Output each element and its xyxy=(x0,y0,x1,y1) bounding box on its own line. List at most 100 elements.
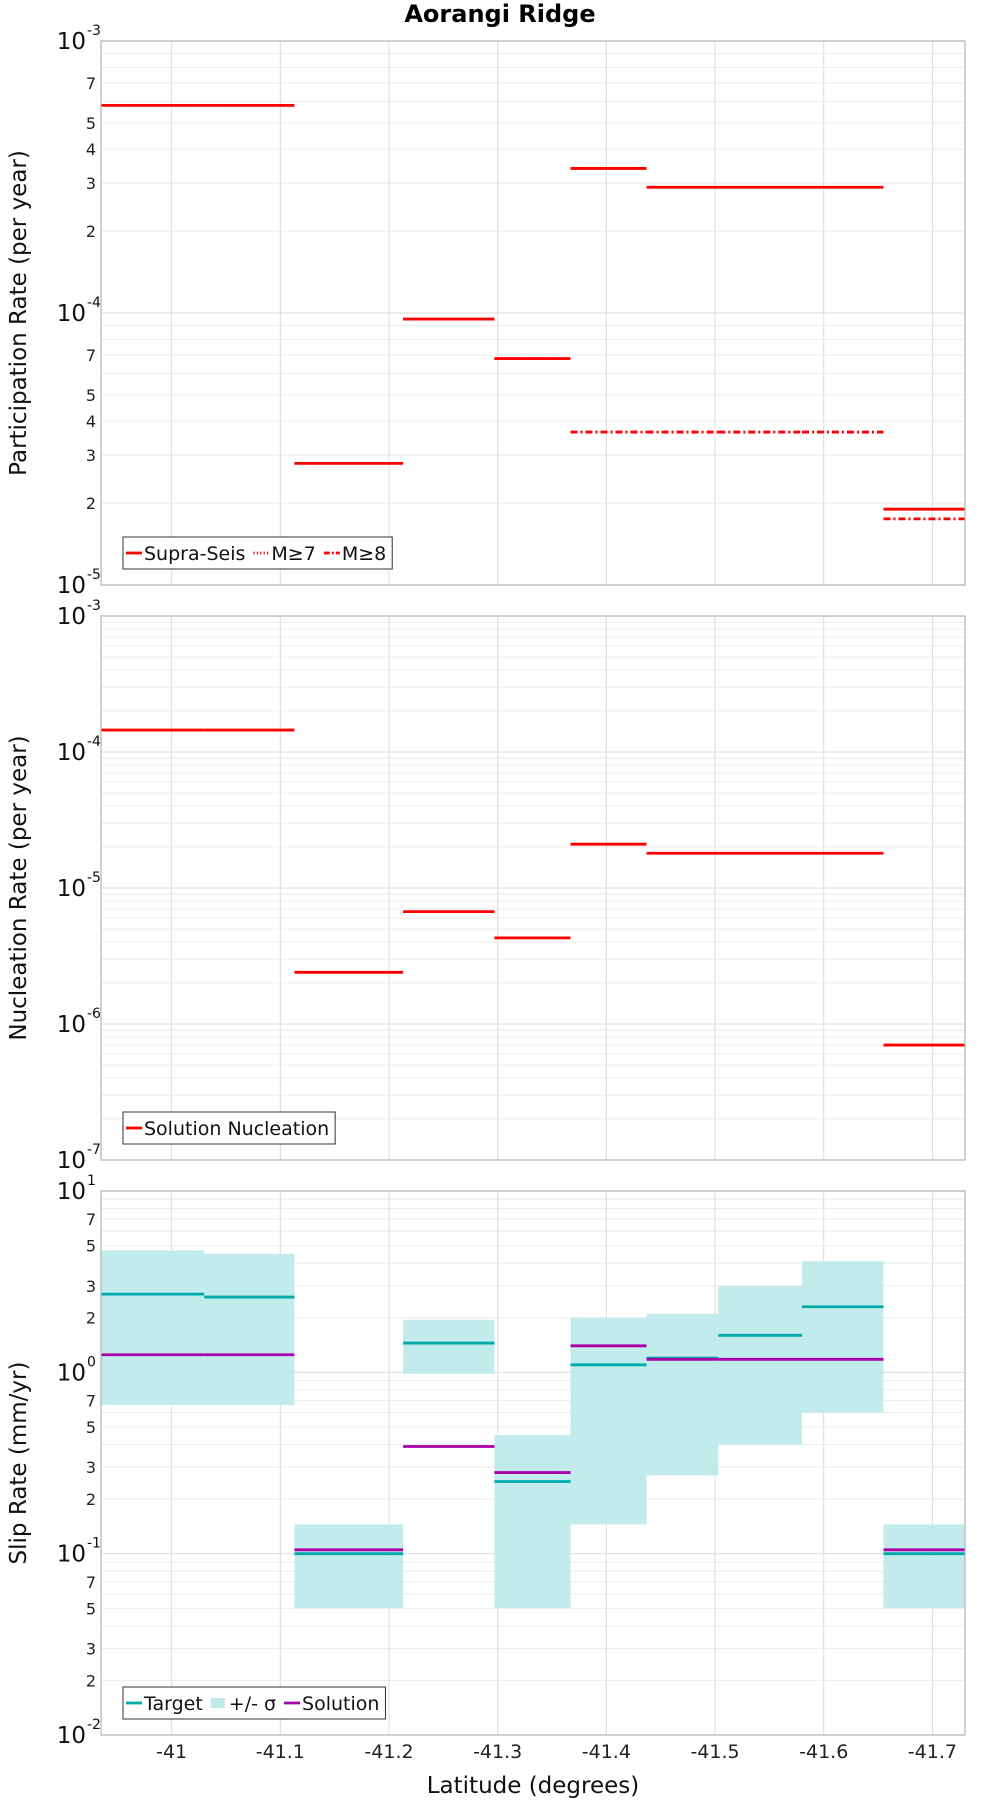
x-tick-label: -41.4 xyxy=(582,1741,631,1763)
y-tick-label: 3 xyxy=(86,1639,96,1658)
y-tick-base: 10 xyxy=(57,301,86,327)
y-tick-exponent: -4 xyxy=(87,734,101,750)
y-tick-exponent: 1 xyxy=(87,1173,96,1189)
x-tick-label: -41.3 xyxy=(473,1741,522,1763)
y-tick-label: 3 xyxy=(86,174,96,193)
y-decade-label: 10 -2 xyxy=(57,1717,101,1749)
nucleation-grid xyxy=(101,615,965,1161)
y-tick-exponent: -5 xyxy=(87,567,101,583)
y-tick-base: 10 xyxy=(57,876,86,902)
sigma-band-rect xyxy=(646,1313,719,1476)
x-axis-label: Latitude (degrees) xyxy=(427,1773,640,1799)
y-decade-label: 10 -4 xyxy=(57,734,101,766)
y-decade-label: 10 -1 xyxy=(57,1536,101,1568)
legend-label: Supra-Seis xyxy=(144,543,245,565)
y-tick-exponent: -7 xyxy=(87,1142,101,1158)
x-tick-label: -41.1 xyxy=(256,1741,305,1763)
sigma-band-rect xyxy=(294,1524,404,1609)
y-tick-base: 10 xyxy=(57,1723,86,1749)
y-tick-exponent: -1 xyxy=(87,1536,101,1552)
y-decade-label: 10 -3 xyxy=(57,23,101,55)
y-tick-base: 10 xyxy=(57,1360,86,1386)
y-tick-base: 10 xyxy=(57,604,86,630)
y-decade-label: 10 -5 xyxy=(57,870,101,902)
y-tick-label: 4 xyxy=(86,140,96,159)
sigma-band xyxy=(101,1250,965,1609)
y-tick-base: 10 xyxy=(57,29,86,55)
y-tick-exponent: 0 xyxy=(87,1354,96,1370)
y-tick-label: 4 xyxy=(86,412,96,431)
y-tick-label: 7 xyxy=(86,1573,96,1592)
nucleation-legend: Solution Nucleation xyxy=(122,1111,336,1145)
nucleation-plot-frame xyxy=(100,615,966,1161)
legend-swatch xyxy=(210,1698,225,1708)
y-tick-label: 7 xyxy=(86,1210,96,1229)
sigma-band-rect xyxy=(403,1319,495,1374)
participation-legend: Supra-Seis M≥7 M≥8 xyxy=(122,536,393,570)
slip-y-axis-label: Slip Rate (mm/yr) xyxy=(6,1362,32,1565)
y-tick-label: 2 xyxy=(86,1490,96,1509)
y-tick-label: 7 xyxy=(86,74,96,93)
y-tick-label: 5 xyxy=(86,114,96,133)
y-tick-exponent: -5 xyxy=(87,870,101,886)
participation-plot-frame xyxy=(100,40,966,586)
legend-label: M≥7 xyxy=(271,543,315,565)
y-decade-label: 10 -3 xyxy=(57,598,101,630)
y-tick-label: 3 xyxy=(86,1277,96,1296)
y-tick-base: 10 xyxy=(57,1542,86,1568)
y-tick-label: 7 xyxy=(86,346,96,365)
y-tick-exponent: -4 xyxy=(87,295,101,311)
y-decade-label: 10 -4 xyxy=(57,295,101,327)
x-tick-label: -41.7 xyxy=(908,1741,957,1763)
legend-label: M≥8 xyxy=(342,543,386,565)
y-tick-label: 3 xyxy=(86,446,96,465)
series-m-8 xyxy=(570,430,965,521)
legend-label: +/- σ xyxy=(229,1693,276,1715)
y-decade-label: 10 -5 xyxy=(57,567,101,599)
y-tick-exponent: -2 xyxy=(87,1717,101,1733)
y-tick-label: 3 xyxy=(86,1458,96,1477)
legend-box xyxy=(122,1686,386,1720)
series-solution-nucleation xyxy=(101,728,965,1047)
x-tick-label: -41.6 xyxy=(799,1741,848,1763)
y-tick-label: 5 xyxy=(86,1237,96,1256)
y-tick-base: 10 xyxy=(57,1012,86,1038)
x-axis-ticks: -41 -41.1 -41.2 -41.3 -41.4 -41.5 -41.6 -41.7 xyxy=(156,1741,957,1763)
slip-legend: Target +/- σ Solution xyxy=(122,1686,386,1720)
y-decade-label: 10 0 xyxy=(57,1354,96,1386)
y-tick-base: 10 xyxy=(57,1148,86,1174)
y-tick-label: 2 xyxy=(86,1671,96,1690)
y-tick-label: 2 xyxy=(86,1309,96,1328)
y-tick-exponent: -6 xyxy=(87,1006,101,1022)
sigma-band-rect xyxy=(494,1435,571,1609)
legend-label: Solution xyxy=(302,1693,379,1715)
nucleation-y-axis-label: Nucleation Rate (per year) xyxy=(6,735,32,1040)
y-tick-exponent: -3 xyxy=(87,598,101,614)
sigma-band-rect xyxy=(718,1285,802,1445)
series-m-7 xyxy=(101,104,965,511)
y-tick-label: 5 xyxy=(86,386,96,405)
y-tick-label: 2 xyxy=(86,222,96,241)
series-target xyxy=(101,1292,965,1556)
participation-y-axis-label: Participation Rate (per year) xyxy=(6,150,32,476)
y-decade-label: 10 -6 xyxy=(57,1006,101,1038)
sigma-band-rect xyxy=(801,1261,884,1413)
series-solution xyxy=(101,1344,965,1552)
sigma-band-rect xyxy=(570,1317,647,1525)
y-tick-base: 10 xyxy=(57,1179,86,1205)
x-tick-label: -41.5 xyxy=(690,1741,739,1763)
y-decade-label: 10 -7 xyxy=(57,1142,101,1174)
y-decade-label: 10 1 xyxy=(57,1173,96,1205)
chart-title: Aorangi Ridge xyxy=(404,0,595,28)
y-tick-base: 10 xyxy=(57,573,86,599)
series-supra-seis xyxy=(101,103,965,511)
y-tick-label: 2 xyxy=(86,494,96,513)
sigma-band-rect xyxy=(883,1524,965,1609)
sigma-band-rect xyxy=(204,1253,295,1406)
legend-label: Target xyxy=(143,1693,203,1715)
x-tick-label: -41.2 xyxy=(364,1741,413,1763)
legend-label: Solution Nucleation xyxy=(144,1118,329,1140)
